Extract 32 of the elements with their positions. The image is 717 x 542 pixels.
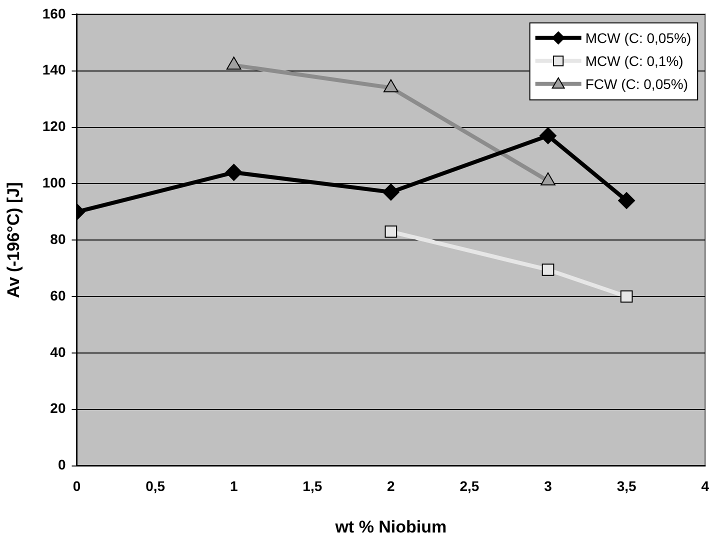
x-tick-label: 0,5 (146, 478, 166, 494)
point (618, 192, 636, 210)
x-tick-label: 3 (544, 478, 552, 494)
point (620, 290, 633, 303)
x-tick-label: 2,5 (460, 478, 480, 494)
y-tick-label: 120 (42, 118, 66, 134)
legend-label: FCW (C: 0,05%) (585, 76, 688, 92)
x-tick-label: 1,5 (302, 478, 322, 494)
y-tick-label: 40 (50, 344, 66, 360)
y-tick-label: 80 (50, 230, 66, 247)
x-axis-title: wt % Niobium (334, 517, 447, 536)
x-tick-label: 0 (72, 478, 81, 494)
y-tick-label: 20 (50, 400, 66, 416)
x-tick-label: 3,5 (616, 478, 637, 494)
y-axis-title: Av (-196°C) [J] (4, 182, 23, 298)
legend-label: MCW (C: 0,1%) (585, 52, 684, 69)
y-tick-label: 60 (50, 287, 66, 304)
point (225, 164, 242, 181)
y-tick-label: 100 (42, 174, 66, 191)
y-tick-label: 160 (42, 5, 66, 22)
y-tick-label: 140 (42, 62, 66, 78)
point (382, 184, 400, 201)
x-tick-label: 2 (387, 478, 396, 494)
legend-label: MCW (C: 0,05%) (585, 30, 692, 46)
point (384, 79, 398, 92)
point (226, 56, 242, 70)
point (542, 264, 554, 276)
x-tick-label: 4 (701, 478, 710, 494)
y-tick-label: 0 (58, 456, 66, 473)
point (384, 225, 398, 238)
x-tick-label: 1 (230, 478, 238, 494)
point (540, 127, 557, 144)
